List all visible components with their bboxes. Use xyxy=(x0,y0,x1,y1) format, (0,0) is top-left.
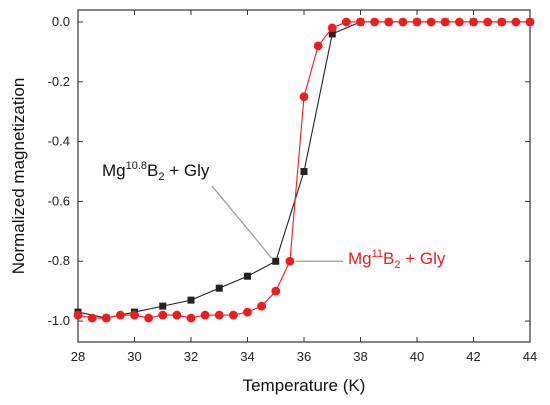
data-point xyxy=(271,286,281,296)
data-point xyxy=(215,284,223,292)
data-point xyxy=(299,92,309,102)
data-point xyxy=(243,307,252,317)
series-layer xyxy=(73,17,535,323)
series-1 xyxy=(73,17,535,323)
x-axis-title: Temperature (K) xyxy=(243,376,366,395)
annotation-superscript: 11 xyxy=(372,248,383,260)
x-tick-label: 36 xyxy=(297,349,311,364)
data-point xyxy=(130,310,139,320)
data-point xyxy=(398,17,408,27)
data-point xyxy=(144,313,154,323)
data-point xyxy=(341,17,351,27)
x-axis: 28 30 32 34 36 38 40 42 44 xyxy=(71,10,537,364)
data-point xyxy=(300,168,308,176)
annotation-superscript: 10.8 xyxy=(126,160,147,172)
data-point xyxy=(525,17,535,27)
y-tick-label: 0.0 xyxy=(52,14,70,29)
annotation-label-mg10.8: Mg10.8B2 + Gly xyxy=(102,160,210,183)
annotation-element: B xyxy=(383,249,394,268)
data-point xyxy=(73,310,83,320)
data-point xyxy=(483,17,493,27)
y-tick-label: -1.0 xyxy=(48,313,70,328)
data-point xyxy=(328,30,336,38)
plot-frame xyxy=(77,9,531,343)
data-point xyxy=(384,17,394,27)
annotation-subscript: 2 xyxy=(394,259,400,271)
data-point xyxy=(511,17,521,27)
data-point xyxy=(214,310,224,320)
annotation-leader xyxy=(211,185,273,259)
x-tick-label: 40 xyxy=(410,349,424,364)
data-point xyxy=(101,313,111,323)
data-point xyxy=(426,17,436,27)
x-tick-label: 28 xyxy=(71,349,85,364)
data-point xyxy=(228,310,238,320)
data-point xyxy=(272,257,280,265)
x-tick-label: 38 xyxy=(353,349,367,364)
data-point xyxy=(159,302,167,310)
data-point xyxy=(200,310,210,320)
y-axis: 0.0 -0.2 -0.4 -0.6 -0.8 -1.0 xyxy=(48,14,530,328)
data-point xyxy=(257,301,267,311)
annotation-base: Mg xyxy=(102,161,126,180)
annotation-suffix: + Gly xyxy=(165,161,210,180)
data-point xyxy=(285,256,295,266)
y-tick-label: -0.6 xyxy=(48,193,70,208)
data-point xyxy=(454,17,464,27)
annotation-element: B xyxy=(147,161,158,180)
data-point xyxy=(172,310,182,320)
y-axis-title: Normalized magnetization xyxy=(9,78,28,275)
y-tick-label: -0.2 xyxy=(48,74,70,89)
y-tick-label: -0.4 xyxy=(48,134,70,149)
data-point xyxy=(87,313,97,323)
data-point xyxy=(115,310,125,320)
data-point xyxy=(186,313,196,323)
data-point xyxy=(440,17,450,27)
data-point xyxy=(370,17,380,27)
x-tick-label: 44 xyxy=(523,349,537,364)
annotation-label-mg11: Mg11B2 + Gly xyxy=(348,248,446,271)
annotation-base: Mg xyxy=(348,249,372,268)
x-tick-label: 30 xyxy=(127,349,141,364)
data-point xyxy=(244,272,251,280)
data-point xyxy=(497,17,507,27)
annotation-subscript: 2 xyxy=(158,171,164,183)
x-tick-label: 42 xyxy=(466,349,480,364)
annotation-lines xyxy=(211,185,343,262)
data-point xyxy=(327,23,337,33)
x-tick-label: 34 xyxy=(240,349,254,364)
data-point xyxy=(412,17,422,27)
data-point xyxy=(187,296,195,304)
annotation-suffix: + Gly xyxy=(401,249,446,268)
data-point xyxy=(313,41,323,51)
data-point xyxy=(469,17,478,27)
data-point xyxy=(356,17,365,27)
x-tick-label: 32 xyxy=(184,349,198,364)
data-point xyxy=(158,310,168,320)
y-tick-label: -0.8 xyxy=(48,253,70,268)
